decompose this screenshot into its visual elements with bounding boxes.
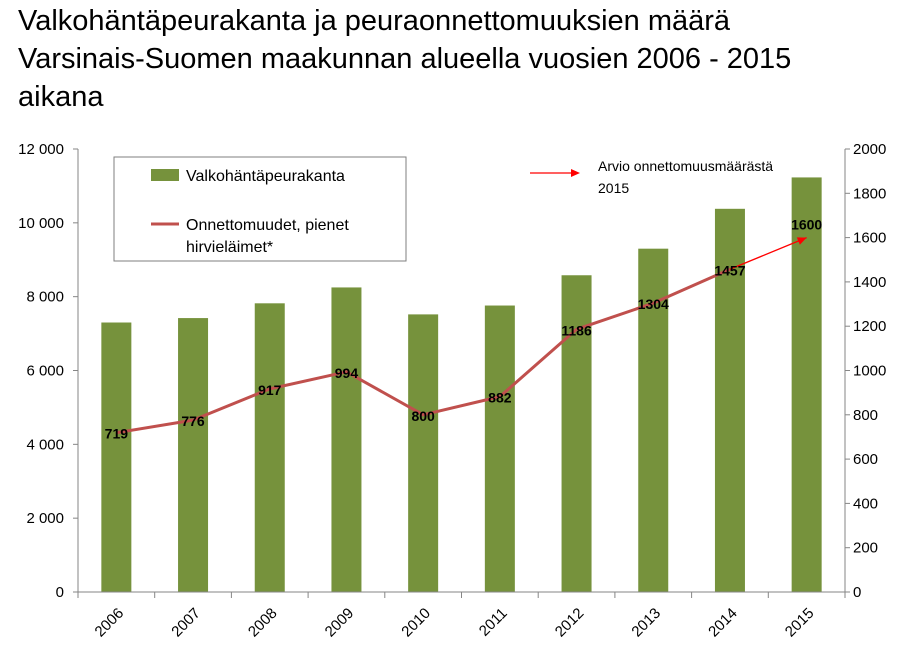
bar — [408, 314, 439, 592]
x-tick-label: 2012 — [552, 605, 588, 641]
x-tick-label: 2011 — [476, 605, 511, 640]
data-label: 917 — [258, 382, 282, 398]
line-series — [116, 236, 807, 435]
data-label: 1304 — [638, 296, 669, 312]
y-left-tick-label: 2 000 — [26, 510, 64, 527]
bar — [484, 305, 515, 592]
annotation-line-1: Arvio onnettomuusmäärästä — [598, 158, 773, 174]
legend: Valkohäntäpeurakanta Onnettomuudet, pien… — [113, 156, 407, 262]
bar — [178, 318, 209, 592]
annotation: Arvio onnettomuusmäärästä 2015 — [530, 158, 773, 196]
x-tick-label: 2007 — [168, 605, 204, 641]
y-right-tick-label: 1600 — [853, 230, 886, 247]
x-tick-label: 2015 — [782, 605, 818, 641]
bar — [101, 322, 132, 592]
y-right-tick-label: 1000 — [853, 363, 886, 380]
annotation-arrowhead — [571, 169, 580, 177]
legend-bar-swatch — [151, 169, 179, 181]
y-right-tick-label: 2000 — [853, 141, 886, 158]
legend-bar-label: Valkohäntäpeurakanta — [186, 168, 345, 185]
x-tick-label: 2009 — [322, 605, 358, 641]
bar — [791, 177, 822, 592]
y-left-tick-label: 12 000 — [18, 141, 64, 158]
y-left-tick-label: 10 000 — [18, 215, 64, 232]
y-left-tick-label: 8 000 — [26, 289, 64, 306]
data-labels: 719 776 917 994 800 882 1186 1304 1457 1600 — [105, 217, 823, 442]
y-left-tick-label: 4 000 — [26, 436, 64, 453]
x-tick-label: 2008 — [245, 605, 281, 641]
y-right-tick-label: 800 — [853, 407, 878, 424]
data-label: 776 — [181, 413, 205, 429]
y-right-tick-label: 400 — [853, 495, 878, 512]
estimate-arrowhead — [796, 237, 807, 245]
data-label: 800 — [411, 408, 435, 424]
data-label: 1457 — [714, 262, 745, 278]
accident-line — [116, 267, 731, 435]
annotation-line-2: 2015 — [598, 180, 629, 196]
y-left-tick-label: 0 — [56, 584, 64, 601]
legend-line-label-1: Onnettomuudet, pienet — [186, 217, 349, 234]
y-right-tick-label: 200 — [853, 540, 878, 557]
estimate-arrow-line — [729, 236, 807, 270]
x-tick-label: 2006 — [92, 605, 128, 641]
y-left-tick-label: 6 000 — [26, 363, 64, 380]
bar — [254, 303, 285, 592]
y-right-tick-label: 1800 — [853, 185, 886, 202]
data-label: 1186 — [561, 322, 592, 338]
data-label: 719 — [105, 426, 129, 442]
x-tick-label: 2013 — [628, 605, 664, 641]
y-right-tick-label: 0 — [853, 584, 861, 601]
legend-line-label-2: hirvieläimet* — [186, 239, 273, 256]
x-tick-label: 2010 — [398, 605, 434, 641]
chart-title: Valkohäntäpeurakanta ja peuraonnettomuuk… — [18, 5, 792, 113]
data-label: 1600 — [791, 217, 822, 233]
y-right-tick-label: 1400 — [853, 274, 886, 291]
y-right-tick-label: 1200 — [853, 318, 886, 335]
x-tick-label: 2014 — [705, 605, 741, 641]
bar — [331, 287, 362, 592]
data-label: 994 — [335, 365, 359, 381]
data-label: 882 — [488, 390, 512, 406]
y-right-tick-label: 600 — [853, 451, 878, 468]
